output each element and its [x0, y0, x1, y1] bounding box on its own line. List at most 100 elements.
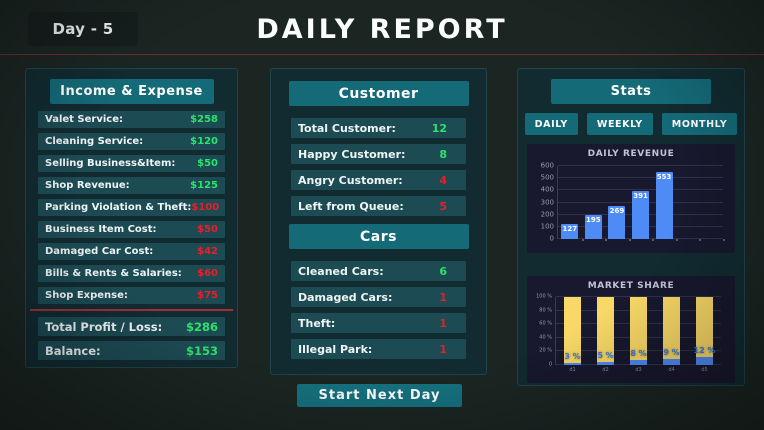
x-axis-label: d3	[635, 367, 642, 373]
income-expense-totals: Total Profit / Loss: $286 Balance: $153	[26, 317, 237, 360]
gridline	[558, 165, 723, 166]
income-expense-rows: Valet Service: $258 Cleaning Service: $120 S…	[26, 104, 237, 304]
stat-row: Damaged Cars: 1	[291, 287, 466, 307]
stat-row: Shop Revenue: $125	[38, 177, 225, 194]
income-expense-panel: Income & Expense Valet Service: $258 Clean…	[25, 68, 238, 368]
stat-row-label: Parking Violation & Theft:	[45, 202, 192, 213]
y-axis-tick: 40 %	[539, 334, 552, 341]
daily-revenue-chart: DAILY REVENUE 0 100 200 300 400 500 600 127 195 2…	[527, 144, 735, 253]
revenue-plot: 0 100 200 300 400 500 600 127 195 269 391 553	[541, 162, 725, 242]
stat-row: Cleaned Cars: 6	[291, 261, 466, 281]
start-next-day-button[interactable]: Start Next Day	[297, 384, 462, 407]
chart-slot: 5 %	[589, 297, 622, 365]
stat-row-value: $50	[197, 158, 218, 169]
stat-row: Bills & Rents & Salaries: $60	[38, 265, 225, 282]
stat-row-label: Illegal Park:	[298, 342, 373, 356]
share-bar	[630, 297, 647, 365]
x-axis-label: d2	[602, 367, 609, 373]
cars-header: Cars	[288, 224, 469, 249]
stat-row: Shop Expense: $75	[38, 287, 225, 304]
chart-slot: 3 %	[556, 297, 589, 365]
stat-row: Parking Violation & Theft: $100	[38, 199, 225, 216]
stat-row-label: Happy Customer:	[298, 147, 406, 161]
share-rest-segment	[696, 297, 713, 357]
share-percent-label: 3 %	[564, 351, 581, 361]
stat-row: Total Customer: 12	[291, 118, 466, 138]
tab-weekly[interactable]: WEEKLY	[586, 113, 653, 135]
share-rest-segment	[564, 297, 581, 363]
totals-divider	[30, 309, 233, 311]
share-owned-segment	[696, 356, 713, 365]
revenue-chart-title: DAILY REVENUE	[587, 149, 675, 159]
stat-row: Left from Queue: 5	[291, 196, 466, 216]
y-axis-tick: 600	[540, 161, 554, 170]
cars-rows: Cleaned Cars: 6 Damaged Cars: 1 Theft: 1 Illeg…	[271, 249, 486, 359]
stat-row: Valet Service: $258	[38, 111, 225, 128]
stat-row-label: Damaged Cars:	[298, 290, 393, 304]
chart-slot: 127	[558, 166, 582, 239]
revenue-bar: 269	[608, 206, 626, 239]
x-axis-tick	[699, 239, 702, 241]
tab-daily[interactable]: DAILY	[524, 113, 578, 135]
y-axis-tick: 100 %	[536, 293, 552, 300]
share-owned-segment	[663, 358, 680, 365]
chart-slot	[699, 166, 723, 239]
stat-row-value: 6	[439, 264, 447, 278]
stat-row-label: Angry Customer:	[298, 173, 403, 187]
chart-slot: 553	[652, 166, 676, 239]
chart-slot: 8 %	[622, 297, 655, 365]
stat-row-label: Cleaning Service:	[45, 136, 144, 147]
y-axis-tick: 0	[548, 361, 552, 368]
share-bar	[696, 297, 713, 365]
customer-cars-panel: Customer Total Customer: 12 Happy Customer…	[270, 68, 487, 375]
revenue-bar: 391	[632, 191, 650, 239]
share-bar	[564, 297, 581, 365]
x-axis-tick	[605, 239, 608, 241]
bar-value-label: 195	[586, 216, 601, 225]
y-axis-tick: 60 %	[539, 320, 552, 327]
stat-row-value: $258	[190, 114, 218, 125]
revenue-bar: 195	[584, 215, 602, 239]
share-rest-segment	[630, 297, 647, 360]
share-percent-label: 8 %	[630, 348, 647, 358]
stat-row-label: Balance:	[45, 343, 101, 358]
share-owned-segment	[597, 361, 614, 365]
x-axis-tick	[652, 239, 655, 241]
stat-row: Damaged Car Cost: $42	[38, 243, 225, 260]
revenue-bar: 553	[655, 171, 673, 239]
y-axis-tick: 80 %	[539, 307, 552, 314]
stat-row-label: Damaged Car Cost:	[45, 246, 154, 257]
stat-row-value: 1	[439, 316, 447, 330]
share-rest-segment	[663, 297, 680, 359]
x-axis-label: d1	[569, 367, 576, 373]
y-axis-tick: 400	[540, 185, 554, 194]
income-expense-header: Income & Expense	[49, 79, 214, 104]
share-rest-segment	[597, 297, 614, 362]
y-axis-tick: 300	[540, 198, 554, 206]
stat-row-value: $60	[197, 268, 218, 279]
chart-slot: 12 %	[688, 297, 721, 365]
stat-row-label: Shop Expense:	[45, 290, 128, 301]
share-bar	[663, 297, 680, 365]
stat-row: Illegal Park: 1	[291, 339, 466, 359]
stat-row-value: $120	[190, 136, 218, 147]
x-axis-label: d5	[701, 367, 708, 373]
stat-row-value: 5	[439, 199, 447, 213]
share-percent-label: 9 %	[663, 347, 680, 357]
stats-tabs: DAILY WEEKLY MONTHLY	[518, 113, 744, 135]
x-axis-tick	[723, 239, 725, 241]
stat-row-label: Selling Business&Item:	[45, 158, 176, 169]
customer-header: Customer	[288, 81, 469, 106]
share-chart-title: MARKET SHARE	[587, 281, 675, 291]
chart-slot: 9 %	[655, 297, 688, 365]
tab-monthly[interactable]: MONTHLY	[661, 113, 738, 135]
stat-row: Business Item Cost: $50	[38, 221, 225, 238]
stat-row: Balance: $153	[38, 341, 225, 360]
stat-row-value: $153	[185, 343, 218, 358]
stat-row: Total Profit / Loss: $286	[38, 317, 225, 336]
revenue-bars: 127 195 269 391 553	[558, 166, 723, 239]
revenue-bar: 127	[561, 223, 579, 239]
stat-row-value: $42	[197, 246, 218, 257]
y-axis-tick: 500	[540, 173, 554, 182]
stat-row-value: $100	[191, 202, 220, 213]
